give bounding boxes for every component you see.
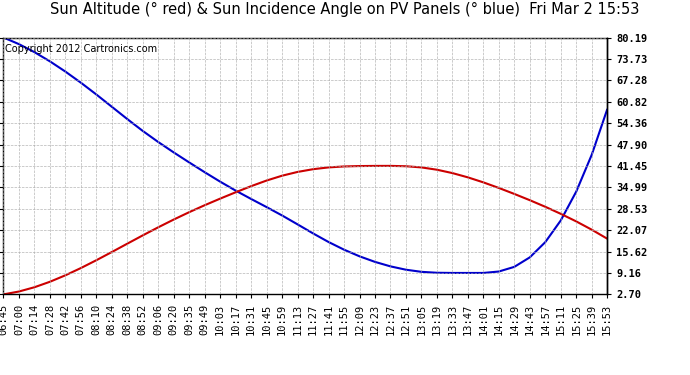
Text: Copyright 2012 Cartronics.com: Copyright 2012 Cartronics.com xyxy=(6,44,157,54)
Text: Sun Altitude (° red) & Sun Incidence Angle on PV Panels (° blue)  Fri Mar 2 15:5: Sun Altitude (° red) & Sun Incidence Ang… xyxy=(50,2,640,17)
